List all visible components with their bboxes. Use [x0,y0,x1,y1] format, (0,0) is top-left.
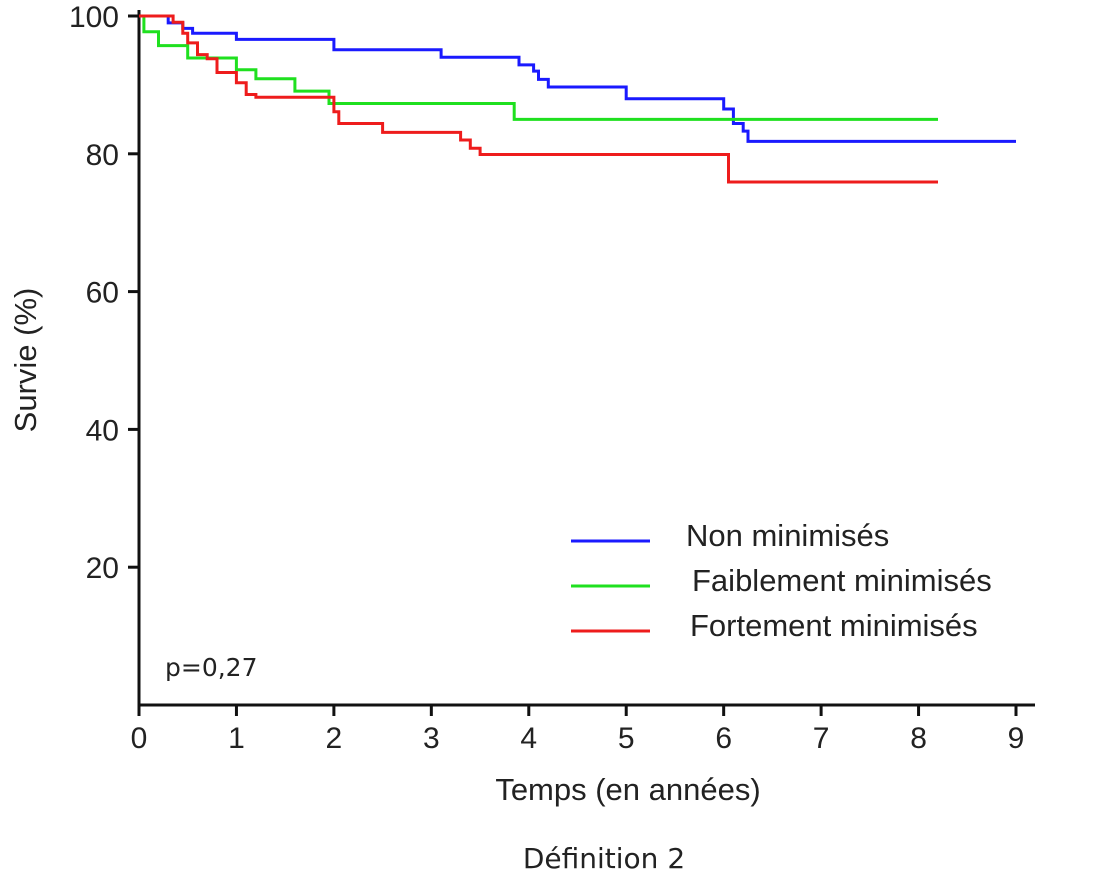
y-tick-label: 100 [69,1,119,34]
survival-curve-1 [139,14,1016,143]
y-tick-label: 40 [86,414,119,447]
x-tick-label: 5 [618,722,635,755]
x-tick-label: 0 [131,722,148,755]
x-tick-label: 4 [520,722,537,755]
x-axis-title: Temps (en années) [495,772,760,807]
y-tick-label: 60 [86,277,119,310]
survival-curves [139,14,1016,184]
x-tick-label: 8 [910,722,927,755]
survival-curve-3 [139,14,938,184]
survival-curve-2 [139,14,938,121]
legend-label-1: Non minimisés [686,518,889,553]
y-tick-label: 80 [86,139,119,172]
p-value-annotation: p=0,27 [165,653,257,682]
x-tick-label: 1 [228,722,245,755]
y-tick-label: 20 [86,552,119,585]
x-tick-label: 3 [423,722,440,755]
legend-label-3: Fortement minimisés [690,608,978,643]
x-tick-label: 9 [1008,722,1025,755]
figure-caption: Définition 2 [523,842,685,875]
y-axis-title: Survie (%) [8,288,43,433]
legend: Non minimisés Faiblement minimisés Forteme… [571,518,992,643]
legend-label-2: Faiblement minimisés [692,563,992,598]
x-tick-label: 7 [813,722,830,755]
axes: 0 1 2 3 4 5 6 7 8 9 20 40 60 80 100 [69,1,1035,755]
x-tick-label: 6 [715,722,732,755]
x-tick-label: 2 [326,722,343,755]
